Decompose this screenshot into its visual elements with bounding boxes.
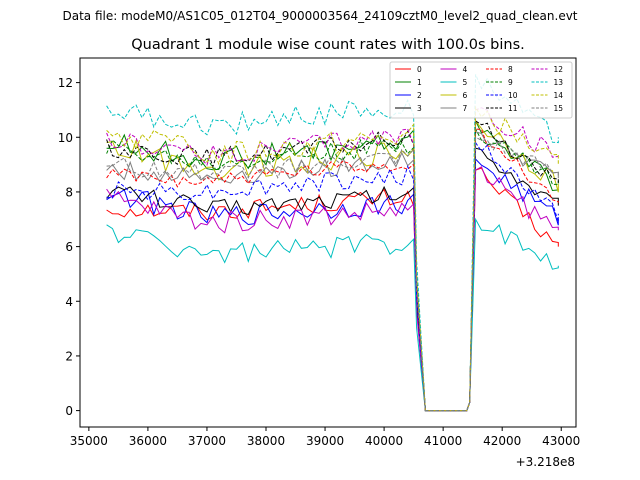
- legend-label-11: 11: [508, 104, 518, 113]
- x-tick-label-42000: 42000: [483, 434, 521, 448]
- legend-label-12: 12: [554, 65, 564, 74]
- x-tick-label-43000: 43000: [542, 434, 580, 448]
- y-tick-label-10: 10: [58, 131, 73, 145]
- legend-label-7: 7: [463, 104, 468, 113]
- y-tick-label-12: 12: [58, 76, 73, 90]
- x-tick-label-40000: 40000: [365, 434, 403, 448]
- x-offset-label: +3.218e8: [516, 455, 575, 469]
- legend-label-3: 3: [417, 104, 422, 113]
- legend-label-4: 4: [463, 65, 468, 74]
- series-line-6: [106, 119, 559, 412]
- legend-label-8: 8: [508, 65, 513, 74]
- x-tick-label-41000: 41000: [424, 434, 462, 448]
- x-tick-label-35000: 35000: [70, 434, 108, 448]
- y-tick-label-8: 8: [65, 185, 73, 199]
- series-line-2: [106, 157, 559, 412]
- plot-frame: [79, 57, 577, 428]
- x-tick-label-37000: 37000: [188, 434, 226, 448]
- y-tick-label-4: 4: [65, 295, 73, 309]
- series-line-5: [106, 217, 559, 412]
- legend-label-0: 0: [417, 65, 422, 74]
- series-line-0: [106, 167, 559, 412]
- series-line-10: [106, 141, 559, 412]
- axes: 35000 36000 37000 38000 39000 40000 41000 42000…: [58, 57, 580, 448]
- series-line-4: [106, 166, 559, 412]
- plot-lines: [106, 74, 559, 412]
- x-tick-label-36000: 36000: [129, 434, 167, 448]
- legend-label-6: 6: [463, 91, 468, 100]
- series-line-1: [106, 120, 559, 412]
- legend-label-13: 13: [554, 78, 564, 87]
- x-tick-label-38000: 38000: [247, 434, 285, 448]
- legend-label-10: 10: [508, 91, 518, 100]
- series-line-13: [106, 74, 559, 412]
- legend-box: [389, 61, 573, 119]
- y-tick-label-2: 2: [65, 349, 73, 363]
- series-line-11: [106, 119, 559, 412]
- y-tick-label-0: 0: [65, 404, 73, 418]
- legend-label-9: 9: [508, 78, 513, 87]
- legend-label-5: 5: [463, 78, 468, 87]
- legend-label-14: 14: [554, 91, 564, 100]
- legend-label-1: 1: [417, 78, 422, 87]
- y-tick-label-6: 6: [65, 240, 73, 254]
- series-line-15: [106, 136, 559, 412]
- chart-title: Quadrant 1 module wise count rates with …: [131, 37, 525, 53]
- chart-suptitle: Data file: modeM0/AS1C05_012T04_90000035…: [62, 9, 577, 23]
- legend-label-2: 2: [417, 91, 422, 100]
- x-tick-label-39000: 39000: [306, 434, 344, 448]
- series-line-3: [106, 147, 559, 412]
- legend-label-15: 15: [554, 104, 564, 113]
